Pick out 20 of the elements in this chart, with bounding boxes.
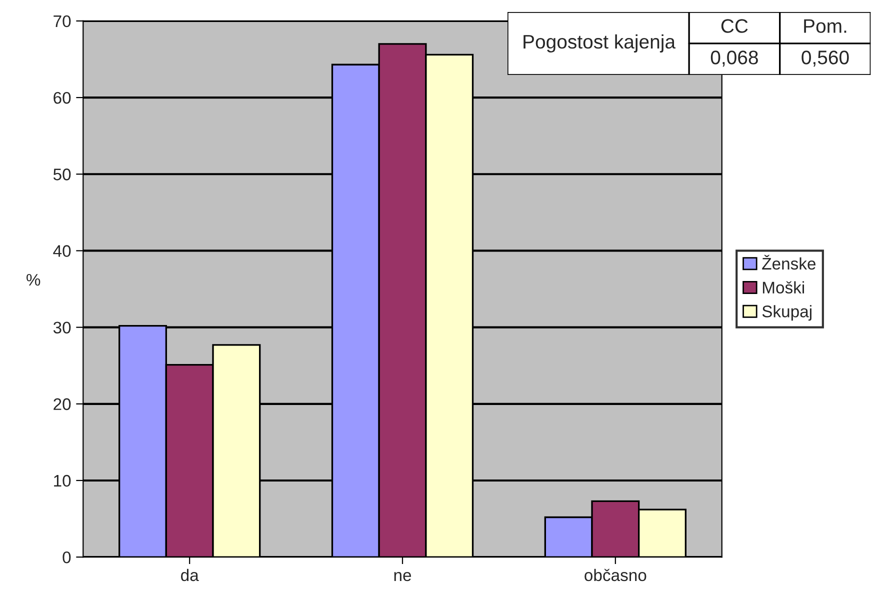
text: 0,560 — [802, 50, 849, 67]
annotation: Pogostost kajenja — [524, 34, 676, 52]
y-tick-label: 20 — [54, 398, 71, 410]
y-tick-label: 30 — [53, 322, 71, 334]
x-tick-label: občasno — [584, 568, 646, 582]
y-tick-label: 10 — [54, 474, 71, 487]
y-axis-title: % — [26, 274, 40, 286]
y-tick-label: 70 — [54, 15, 71, 28]
x-tick-label: da — [181, 568, 199, 582]
legend-label: Skupaj — [762, 305, 812, 321]
legend-label: Moški — [762, 281, 804, 294]
y-tick-label: 50 — [53, 168, 71, 180]
annotation: 0,068 — [710, 50, 758, 67]
y-tick-label: 0 — [62, 551, 71, 564]
text: Pom. — [804, 19, 846, 33]
y-tick-label: 60 — [54, 92, 71, 104]
annotation: CC — [721, 19, 748, 33]
x-tick-label: ne — [394, 572, 412, 582]
y-tick-label: 40 — [53, 245, 71, 257]
legend-label: Ženske — [762, 254, 816, 270]
